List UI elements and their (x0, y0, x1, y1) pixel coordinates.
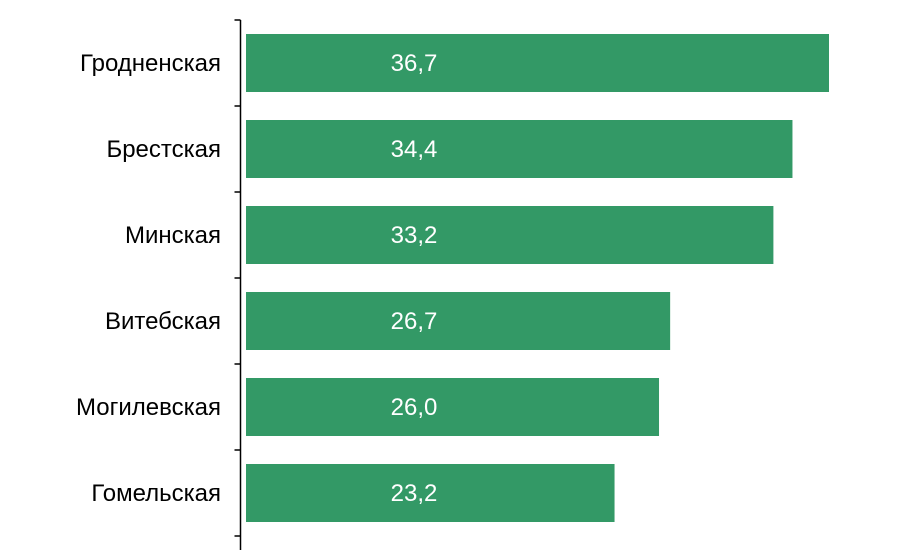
category-label-3: Минская (125, 222, 221, 249)
value-label-2: 34,4 (391, 136, 438, 163)
bar-6 (246, 464, 615, 522)
category-label-1: Гродненская (80, 50, 221, 77)
category-label-5: Могилевская (76, 394, 221, 421)
bar-2 (246, 120, 793, 178)
bar-4 (246, 292, 671, 350)
bar-1 (246, 34, 829, 92)
bar-3 (246, 206, 774, 264)
value-label-5: 26,0 (391, 394, 438, 421)
category-label-2: Брестская (106, 136, 221, 163)
bar-5 (246, 378, 660, 436)
labels-group: 36,7 Гродненская 34,4 Брестская 33,2 Минская 2… (76, 50, 437, 507)
value-label-3: 33,2 (391, 222, 438, 249)
category-label-4: Витебская (105, 308, 221, 335)
category-axis (234, 19, 242, 550)
value-label-4: 26,7 (391, 308, 438, 335)
bars-group (246, 34, 829, 522)
value-label-1: 36,7 (391, 50, 438, 77)
value-label-6: 23,2 (391, 480, 438, 507)
category-label-6: Гомельская (91, 480, 221, 507)
